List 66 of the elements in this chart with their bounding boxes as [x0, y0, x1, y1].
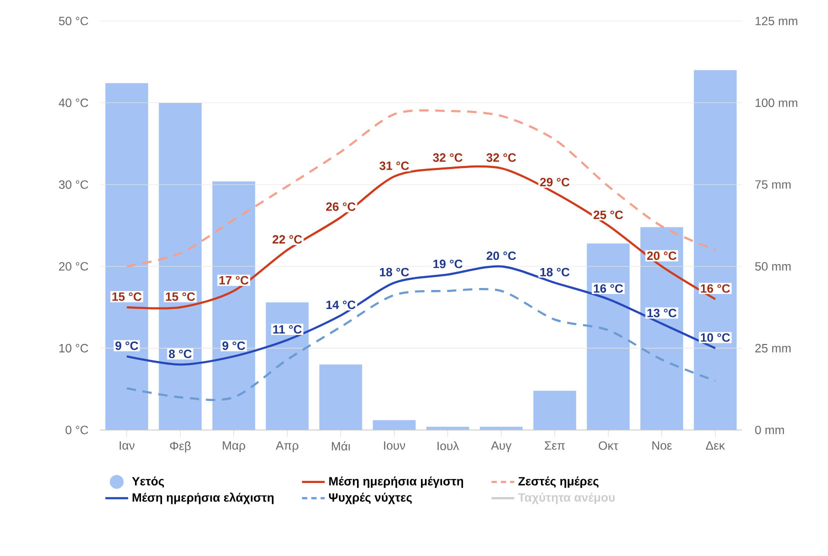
- x-tick-label: Μαρ: [222, 441, 246, 452]
- x-tick-label: Ιαν: [120, 441, 134, 450]
- y-tick-label: 10 °C: [59, 344, 88, 352]
- y-tick-label: 0 °C: [66, 426, 88, 434]
- bar: [158, 102, 202, 430]
- y2-tick-label: 75 mm: [755, 180, 791, 189]
- x-tick-label: Οκτ: [598, 441, 618, 450]
- data-label: 18 °C: [380, 268, 409, 276]
- x-tick-label: Νοε: [652, 441, 672, 450]
- data-label: 13 °C: [647, 308, 676, 318]
- data-label: 19 °C: [433, 260, 462, 268]
- data-label: 26 °C: [326, 202, 356, 211]
- data-label: 15 °C: [112, 292, 142, 301]
- bar: [212, 181, 256, 430]
- legend-label: Ζεστές ημέρες: [518, 476, 599, 488]
- bar: [694, 70, 737, 430]
- data-label: 18 °C: [540, 268, 570, 276]
- data-label: 16 °C: [594, 284, 623, 293]
- data-label: 14 °C: [326, 300, 356, 310]
- data-label: 32 °C: [432, 153, 462, 162]
- x-tick-label: Μάι: [332, 441, 350, 451]
- data-label: 20 °C: [647, 251, 676, 260]
- y2-tick-label: 50 mm: [755, 262, 791, 271]
- bar: [533, 390, 576, 430]
- x-tick-label: Σεπ: [544, 441, 565, 450]
- data-label: 32 °C: [486, 153, 516, 162]
- bar: [586, 243, 630, 430]
- legend-label: Μέση ημερήσια ελάχιστη: [132, 492, 274, 504]
- data-label: 25 °C: [594, 210, 623, 220]
- data-label: 10 °C: [700, 333, 730, 342]
- x-tick-label: Δεκ: [706, 441, 725, 450]
- data-label: 11 °C: [273, 325, 302, 334]
- x-tick-label: Ιουλ: [438, 441, 459, 450]
- legend-label: Υετός: [132, 476, 164, 488]
- bar: [372, 420, 416, 430]
- data-label: 29 °C: [540, 178, 570, 186]
- bar: [480, 426, 523, 430]
- x-tick-label: Αυγ: [490, 441, 512, 452]
- data-label: 8 °C: [168, 350, 192, 358]
- legend-label: Μέση ημερήσια μέγιστη: [329, 476, 464, 488]
- legend-label: Ψυχρές νύχτες: [329, 492, 412, 504]
- y2-tick-label: 25 mm: [755, 344, 791, 352]
- data-label: 9 °C: [115, 341, 138, 350]
- bar: [426, 426, 470, 430]
- data-label: 9 °C: [222, 341, 246, 350]
- data-label: 17 °C: [219, 276, 248, 285]
- data-label: 20 °C: [486, 251, 516, 260]
- bar: [105, 83, 148, 430]
- data-label: 22 °C: [272, 235, 302, 244]
- y2-tick-label: 125 mm: [756, 16, 798, 26]
- x-tick-label: Ιουν: [384, 441, 406, 450]
- data-label: 15 °C: [166, 292, 195, 301]
- y-tick-label: 20 °C: [59, 262, 88, 271]
- data-label: 16 °C: [700, 284, 730, 293]
- y2-tick-label: 100 mm: [756, 98, 798, 108]
- y-tick-label: 40 °C: [58, 98, 88, 108]
- x-tick-label: Απρ: [276, 441, 298, 452]
- data-label: 31 °C: [379, 161, 409, 170]
- x-tick-label: Φεβ: [170, 441, 191, 453]
- y-tick-label: 30 °C: [58, 180, 88, 189]
- bar: [266, 302, 309, 430]
- y2-tick-label: 0 mm: [755, 426, 784, 434]
- bar: [640, 227, 684, 430]
- bar: [319, 364, 362, 430]
- line-series: [126, 109, 716, 268]
- y-tick-label: 50 °C: [58, 16, 88, 26]
